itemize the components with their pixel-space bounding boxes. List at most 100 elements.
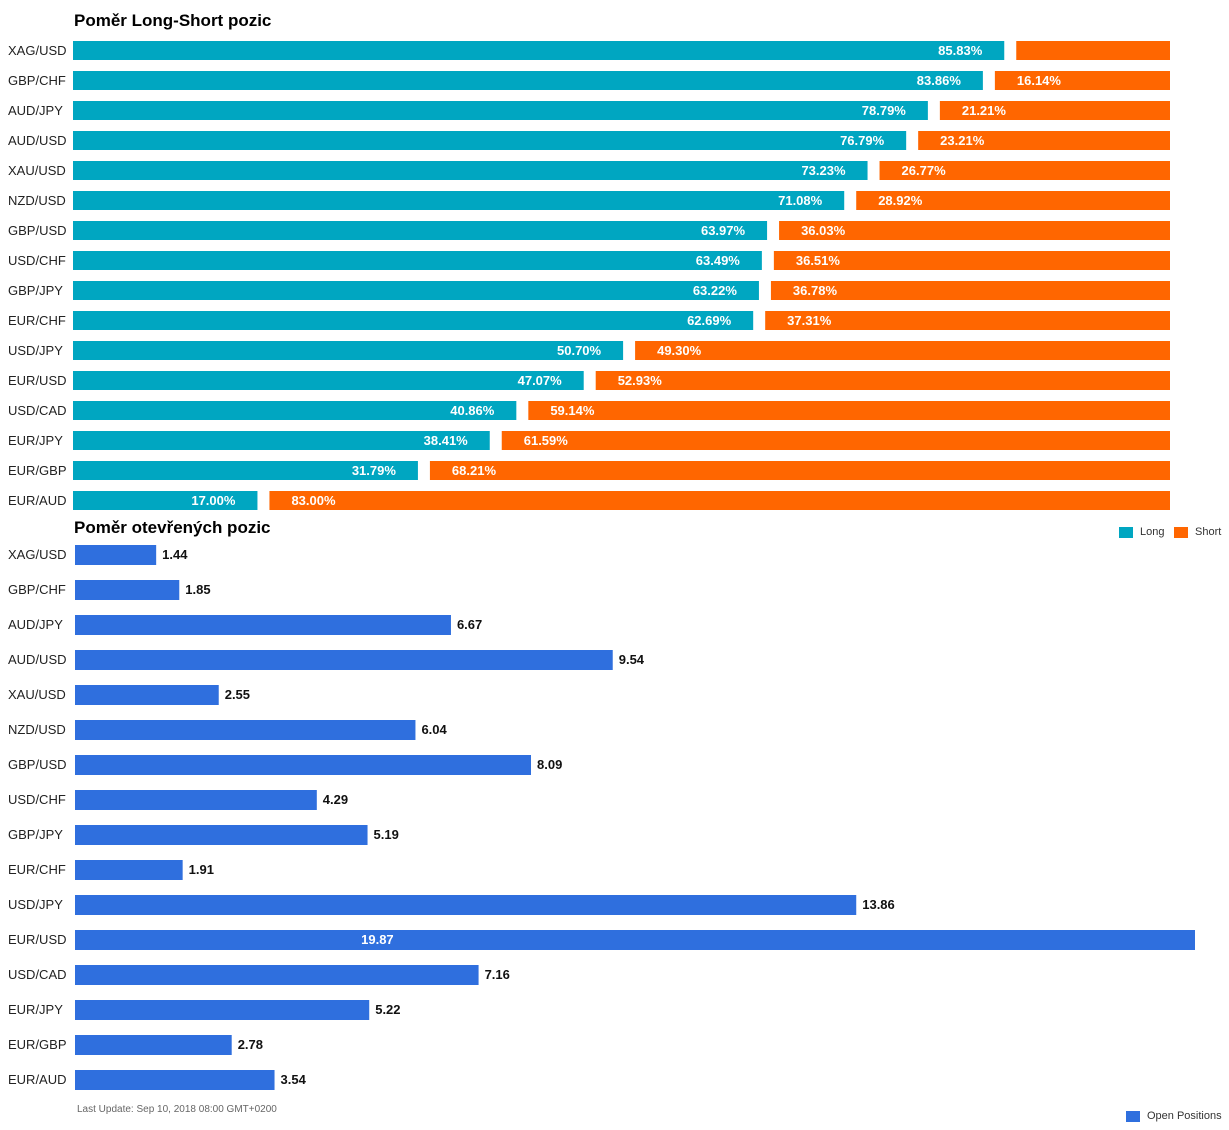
ls-category-label: AUD/USD	[8, 133, 67, 148]
legend-open-positions: Open Positions	[1126, 1110, 1222, 1122]
open-positions-value-label: 1.91	[189, 862, 214, 877]
long-value-label: 85.83%	[938, 43, 983, 58]
short-value-label: 28.92%	[878, 193, 923, 208]
open-positions-bar	[75, 895, 857, 915]
open-positions-value-label: 3.54	[281, 1072, 307, 1087]
long-bar	[73, 341, 624, 360]
long-bar	[73, 251, 762, 270]
open-positions-bar	[75, 545, 157, 565]
ls-category-label: EUR/CHF	[8, 313, 66, 328]
long-value-label: 17.00%	[191, 493, 236, 508]
op-category-label: XAU/USD	[8, 687, 66, 702]
last-update-text: Last Update: Sep 10, 2018 08:00 GMT+0200	[77, 1104, 277, 1115]
ls-category-label: GBP/JPY	[8, 283, 63, 298]
long-bar	[73, 461, 418, 480]
op-category-label: XAG/USD	[8, 547, 67, 562]
ls-category-label: EUR/USD	[8, 373, 67, 388]
ls-category-label: EUR/GBP	[8, 463, 67, 478]
long-value-label: 78.79%	[862, 103, 907, 118]
open-positions-bar	[75, 860, 183, 880]
open-positions-value-label: 19.87	[361, 932, 394, 947]
short-bar	[429, 461, 1170, 480]
open-positions-value-label: 6.67	[457, 617, 482, 632]
short-value-label: 49.30%	[657, 343, 702, 358]
long-value-label: 38.41%	[424, 433, 469, 448]
open-positions-bar	[75, 790, 317, 810]
long-value-label: 62.69%	[687, 313, 732, 328]
open-positions-bar	[75, 580, 180, 600]
long-value-label: 47.07%	[518, 373, 563, 388]
open-positions-bar	[75, 965, 479, 985]
short-bar	[994, 71, 1170, 90]
open-positions-bar	[75, 755, 532, 775]
long-bar	[73, 281, 759, 300]
op-category-label: USD/CHF	[8, 792, 66, 807]
short-bar	[1016, 41, 1170, 60]
open-positions-bar	[75, 685, 219, 705]
long-value-label: 83.86%	[917, 73, 962, 88]
long-bar	[73, 371, 584, 390]
open-positions-bar	[75, 825, 368, 845]
op-category-label: NZD/USD	[8, 722, 66, 737]
op-category-label: EUR/USD	[8, 932, 67, 947]
ls-category-label: USD/CHF	[8, 253, 66, 268]
short-bar	[269, 491, 1170, 510]
long-bar	[73, 311, 754, 330]
long-value-label: 31.79%	[352, 463, 397, 478]
short-bar	[918, 131, 1170, 150]
open-positions-bar	[75, 930, 1195, 950]
open-positions-value-label: 4.29	[323, 792, 348, 807]
open-positions-value-label: 1.85	[185, 582, 210, 597]
op-category-label: EUR/AUD	[8, 1072, 67, 1087]
short-value-label: 37.31%	[787, 313, 832, 328]
short-value-label: 16.14%	[1017, 73, 1062, 88]
short-value-label: 36.03%	[801, 223, 846, 238]
open-positions-value-label: 5.22	[375, 1002, 400, 1017]
op-category-label: EUR/JPY	[8, 1002, 63, 1017]
open-positions-chart-title: Poměr otevřených pozic	[74, 518, 271, 537]
short-bar	[635, 341, 1170, 360]
short-bar	[770, 281, 1170, 300]
ls-category-label: XAG/USD	[8, 43, 67, 58]
short-value-label: 61.59%	[524, 433, 569, 448]
long-bar	[73, 131, 907, 150]
op-category-label: EUR/GBP	[8, 1037, 67, 1052]
short-value-label: 36.78%	[793, 283, 838, 298]
op-category-label: GBP/JPY	[8, 827, 63, 842]
long-bar	[73, 491, 258, 510]
short-bar	[939, 101, 1170, 120]
short-bar	[595, 371, 1170, 390]
ls-category-label: AUD/JPY	[8, 103, 63, 118]
short-value-label: 26.77%	[902, 163, 947, 178]
open-positions-bar	[75, 1000, 370, 1020]
open-positions-value-label: 8.09	[537, 757, 562, 772]
legend-long: Long	[1119, 526, 1164, 538]
open-positions-value-label: 1.44	[162, 547, 188, 562]
op-category-label: AUD/USD	[8, 652, 67, 667]
ls-category-label: USD/CAD	[8, 403, 67, 418]
open-positions-bar	[75, 1035, 232, 1055]
long-bar	[73, 431, 490, 450]
ls-category-label: NZD/USD	[8, 193, 66, 208]
ls-category-label: USD/JPY	[8, 343, 63, 358]
long-bar	[73, 161, 868, 180]
open-positions-value-label: 9.54	[619, 652, 645, 667]
open-positions-value-label: 7.16	[485, 967, 510, 982]
open-positions-bar	[75, 1070, 275, 1090]
long-short-chart-title: Poměr Long-Short pozic	[74, 11, 272, 30]
long-value-label: 76.79%	[840, 133, 885, 148]
ls-category-label: GBP/CHF	[8, 73, 66, 88]
short-value-label: 23.21%	[940, 133, 985, 148]
open-positions-value-label: 6.04	[421, 722, 447, 737]
legend-long-swatch	[1119, 526, 1133, 538]
short-bar	[856, 191, 1170, 210]
long-value-label: 63.49%	[696, 253, 741, 268]
short-bar	[779, 221, 1170, 240]
legend-short-label: Short	[1195, 526, 1222, 538]
short-bar	[528, 401, 1170, 420]
long-bar	[73, 221, 768, 240]
long-bar	[73, 101, 928, 120]
short-bar	[773, 251, 1170, 270]
long-value-label: 40.86%	[450, 403, 495, 418]
ls-category-label: XAU/USD	[8, 163, 66, 178]
